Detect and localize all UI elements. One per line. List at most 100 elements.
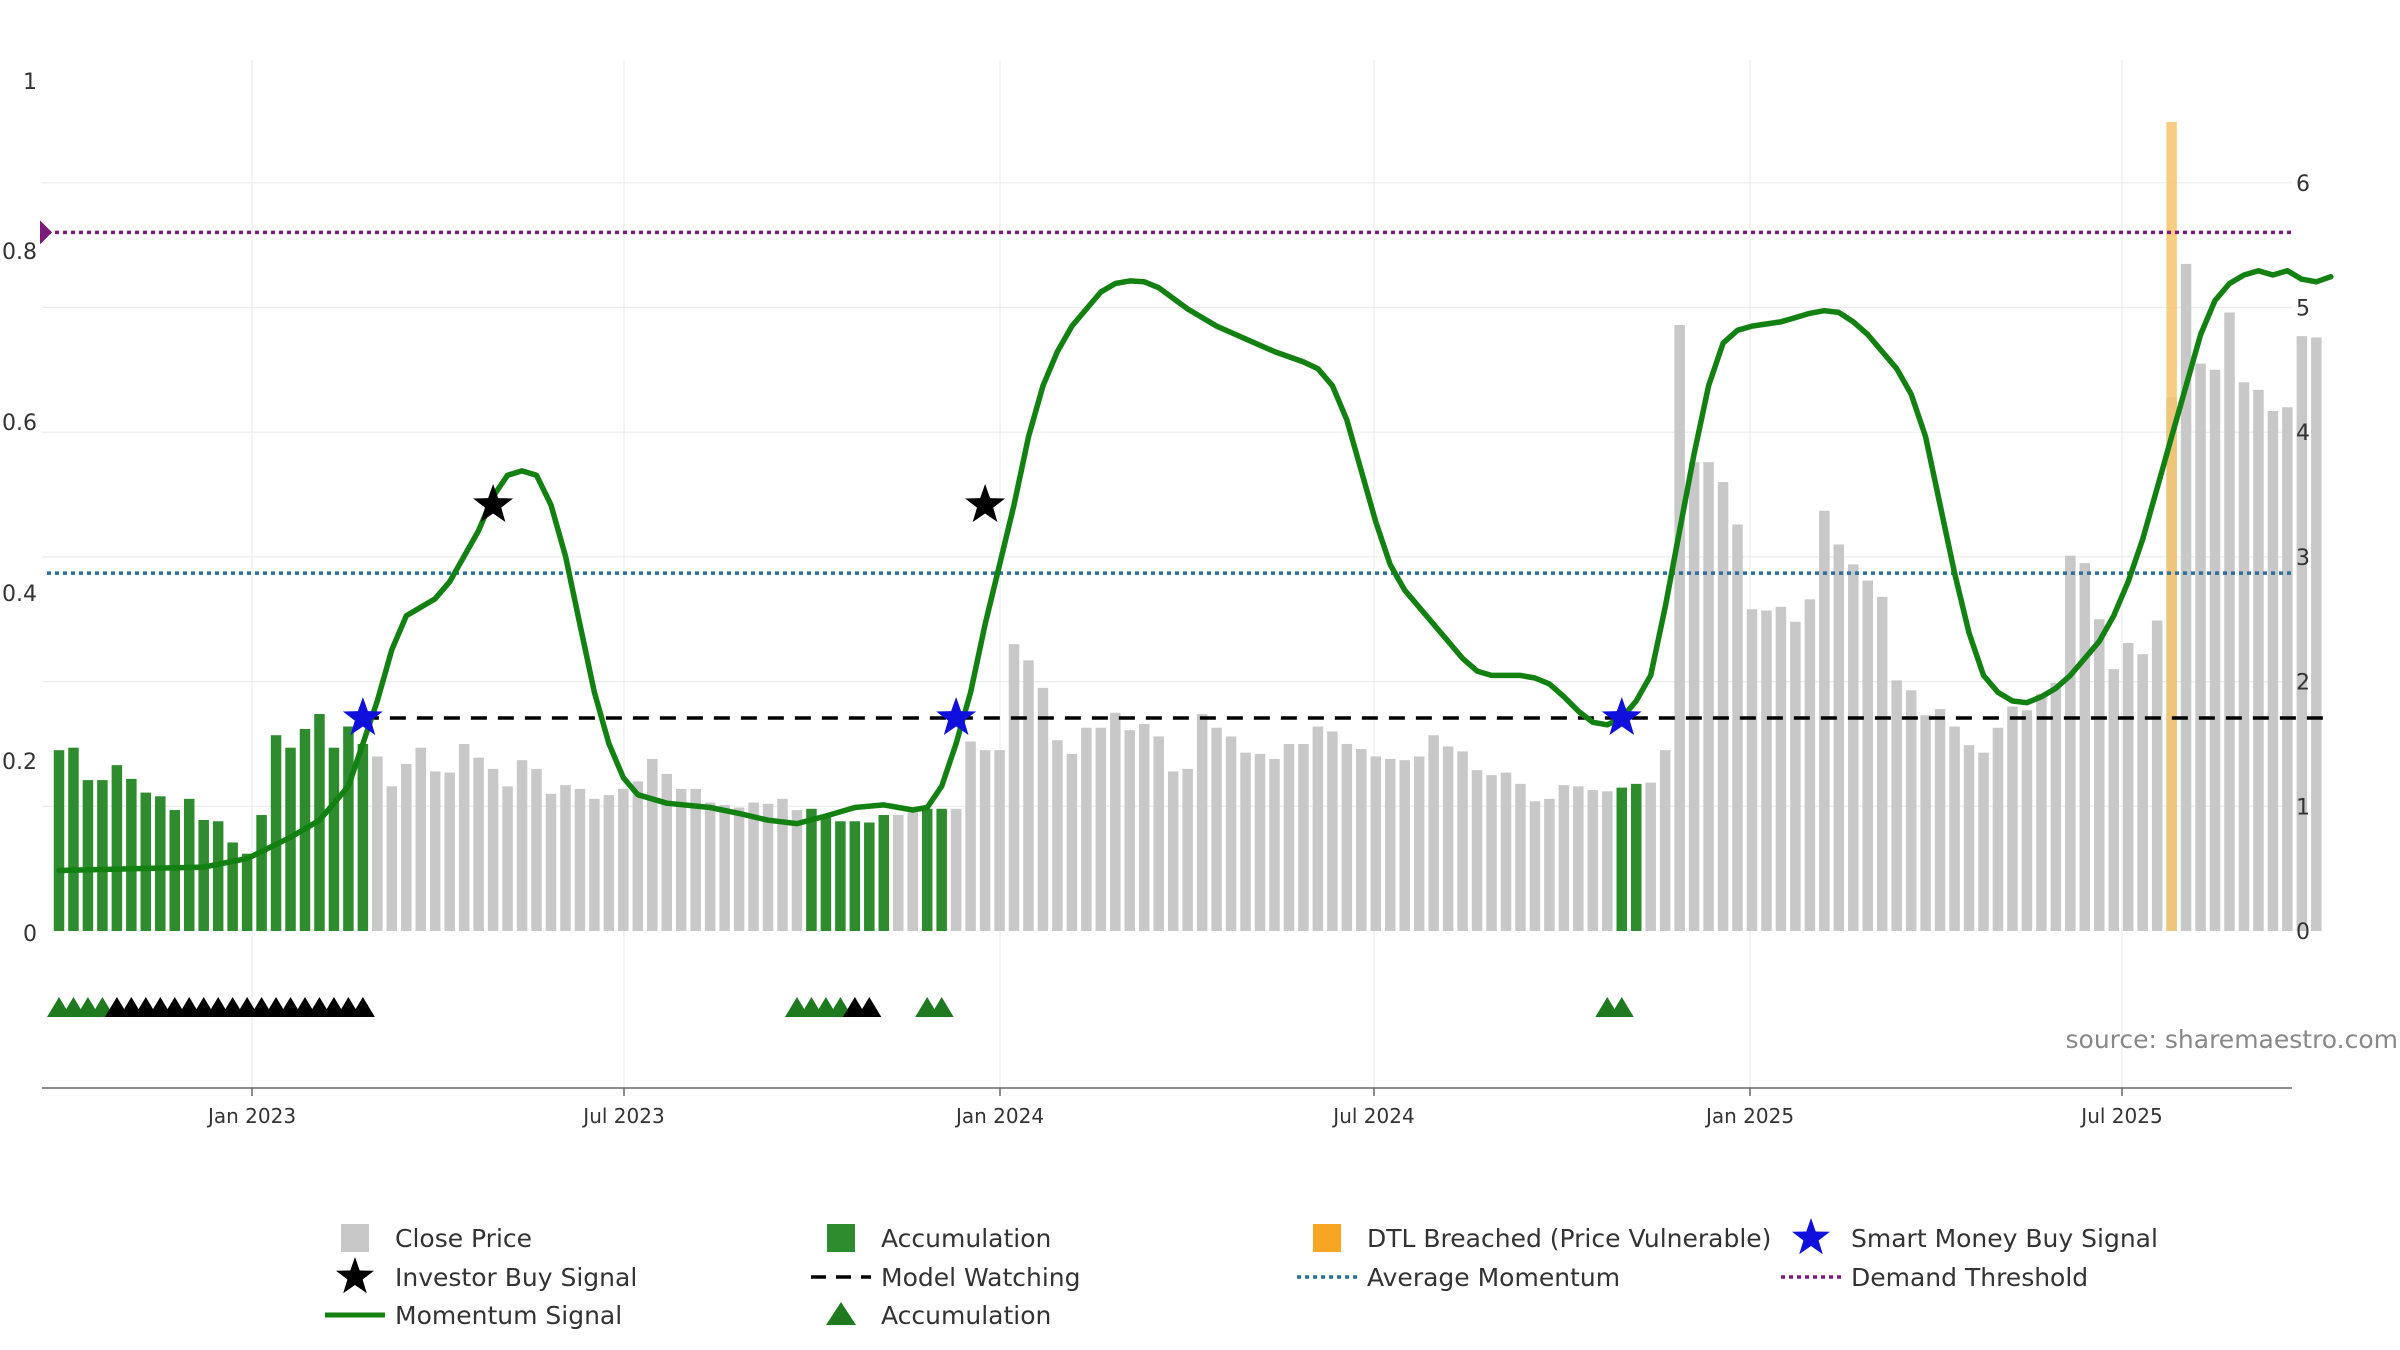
legend-item: DTL Breached (Price Vulnerable) — [1313, 1224, 1771, 1253]
accumulation-bar — [1630, 783, 1642, 931]
close-price-bar — [1659, 750, 1671, 931]
legend-item: Model Watching — [811, 1263, 1081, 1292]
left-tick-label: 0 — [23, 922, 37, 947]
close-price-bar — [1963, 745, 1975, 931]
close-price-bar — [2108, 669, 2119, 931]
close-price-bar — [487, 768, 499, 931]
close-price-bar — [1211, 727, 1222, 931]
close-price-bar — [994, 750, 1005, 931]
right-tick-label: 1 — [2296, 795, 2310, 820]
close-price-bar — [1717, 482, 1729, 931]
close-price-bar — [1413, 756, 1425, 931]
close-price-bar — [1732, 524, 1743, 931]
accumulation-bar — [227, 842, 238, 931]
legend-star — [336, 1257, 374, 1294]
legend-label: Model Watching — [881, 1263, 1081, 1292]
accumulation-bar — [849, 821, 861, 931]
close-price-bar — [1327, 731, 1338, 931]
close-price-bar — [1370, 756, 1382, 931]
right-tick-label: 0 — [2296, 920, 2310, 945]
close-price-bar — [589, 798, 600, 931]
legend-item: Close Price — [341, 1224, 532, 1253]
close-price-bar — [2209, 369, 2221, 932]
close-price-bar — [1384, 758, 1396, 931]
accumulation-bar — [126, 778, 137, 931]
close-price-bar — [1457, 751, 1468, 931]
right-tick-label: 3 — [2296, 546, 2310, 571]
close-price-bar — [647, 758, 658, 931]
legend: Close Price Accumulation DTL Breached (Pri… — [325, 1218, 2158, 1330]
close-price-bar — [2224, 312, 2235, 931]
legend-item: Demand Threshold — [1781, 1263, 2088, 1292]
close-price-bar — [473, 757, 484, 931]
close-price-bar — [1341, 743, 1353, 931]
close-price-bar — [704, 802, 716, 931]
close-price-bar — [1848, 564, 1859, 931]
close-price-bar — [1573, 786, 1584, 931]
close-price-bar — [2282, 407, 2293, 931]
close-price-bar — [1167, 771, 1179, 931]
close-price-bar — [1819, 510, 1830, 931]
close-price-bar — [1139, 723, 1150, 931]
close-price-bar — [1905, 690, 1917, 931]
close-price-bar — [1095, 727, 1107, 931]
momentum-signal-line — [56, 267, 2334, 874]
legend-swatch — [341, 1224, 369, 1252]
close-price-bar — [1688, 462, 1700, 931]
accumulation-bar — [864, 822, 875, 931]
signal-markers — [47, 484, 1642, 1017]
axes: Jan 2023 Jul 2023 Jan 2024 Jul 2024 Jan 2025… — [2, 70, 2310, 1128]
close-price-bar — [415, 747, 426, 931]
left-tick-label: 0.6 — [2, 411, 37, 436]
accumulation-bar — [53, 750, 65, 931]
accumulation-bar — [97, 780, 108, 931]
close-price-bar — [574, 788, 586, 931]
legend-item: Average Momentum — [1297, 1263, 1620, 1292]
legend-item: Momentum Signal — [325, 1301, 622, 1330]
smart-money-buy-star — [342, 697, 383, 735]
close-price-bar — [618, 788, 629, 931]
legend-label: Accumulation — [881, 1224, 1051, 1253]
accumulation-bar — [878, 815, 890, 931]
close-price-bar — [1283, 743, 1295, 931]
price-bars — [53, 122, 2322, 932]
close-price-bar — [1645, 782, 1656, 931]
close-price-bar — [1587, 790, 1599, 931]
close-price-bar — [1399, 760, 1410, 931]
close-price-bar — [1876, 596, 1888, 931]
close-price-bar — [1124, 730, 1136, 931]
close-price-bar — [1225, 736, 1237, 931]
close-price-bar — [2267, 411, 2279, 932]
signal-lines — [40, 220, 2334, 874]
left-tick-label: 0.8 — [2, 240, 37, 265]
close-price-bar — [1442, 746, 1454, 931]
legend-label: Accumulation — [881, 1301, 1051, 1330]
close-price-bar — [1703, 462, 1714, 931]
close-price-bar — [401, 763, 412, 931]
legend-star — [1792, 1218, 1830, 1255]
close-price-bar — [1471, 770, 1483, 931]
close-price-bar — [1269, 758, 1280, 931]
close-price-bar — [907, 812, 918, 931]
close-price-bar — [2007, 706, 2018, 931]
close-price-bar — [1500, 772, 1512, 931]
legend-label: DTL Breached (Price Vulnerable) — [1367, 1224, 1771, 1253]
accumulation-bar — [936, 808, 947, 931]
close-price-bar — [1746, 609, 1758, 931]
legend-item: Investor Buy Signal — [336, 1257, 637, 1294]
close-price-bar — [2195, 363, 2206, 931]
close-price-bar — [2180, 263, 2192, 932]
close-price-bar — [1008, 644, 1020, 931]
close-price-bar — [1428, 735, 1439, 931]
close-price-bar — [1254, 753, 1266, 931]
investor-buy-star — [965, 484, 1006, 522]
close-price-bar — [661, 773, 672, 931]
close-price-bar — [545, 793, 557, 931]
investor-buy-star — [473, 484, 514, 522]
close-price-bar — [444, 772, 455, 931]
close-price-bar — [979, 750, 991, 931]
close-price-bar — [632, 781, 644, 931]
accumulation-bar — [343, 726, 354, 931]
close-price-bar — [893, 815, 904, 931]
legend-item: Smart Money Buy Signal — [1792, 1218, 2158, 1255]
